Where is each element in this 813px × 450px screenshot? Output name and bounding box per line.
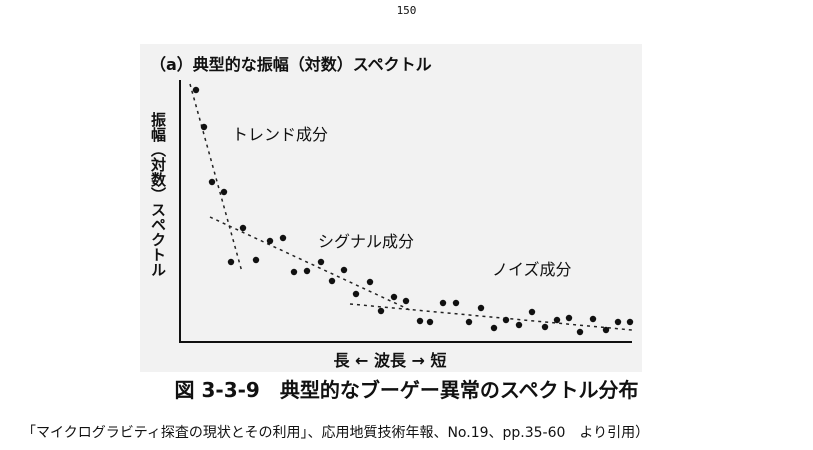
signal-label: シグナル成分 — [318, 232, 414, 251]
point — [279, 234, 287, 242]
noise-label: ノイズ成分 — [492, 260, 572, 279]
figure-background — [140, 44, 642, 372]
point — [317, 258, 325, 266]
point — [502, 316, 510, 324]
point — [252, 256, 260, 264]
point — [565, 314, 573, 322]
trend-line — [189, 83, 243, 273]
noise-line — [349, 303, 633, 331]
point — [366, 278, 374, 286]
point — [515, 321, 523, 329]
point — [266, 237, 274, 245]
point — [227, 258, 235, 266]
caption: 図 3-3-9 典型的なブーゲー異常のスペクトル分布 — [174, 378, 639, 402]
point — [208, 178, 216, 186]
point — [290, 268, 298, 276]
point — [328, 277, 336, 285]
point — [340, 266, 348, 274]
x-axis-label: 長 ← 波長 → 短 — [333, 351, 446, 370]
point — [465, 318, 473, 326]
point — [528, 308, 536, 316]
page-number: 150 — [396, 4, 417, 17]
trend-lines — [189, 83, 633, 331]
point — [402, 297, 410, 305]
point — [626, 318, 634, 326]
point — [452, 299, 460, 307]
point — [239, 224, 247, 232]
point — [553, 316, 561, 324]
point — [490, 324, 498, 332]
point — [377, 307, 385, 315]
point — [303, 267, 311, 275]
point — [439, 299, 447, 307]
figure-title: （a）典型的な振幅（対数）スペクトル — [150, 55, 432, 74]
point — [416, 317, 424, 325]
source: 「マイクログラビティ探査の現状とその利用」、応用地質技術年報、No.19、pp.… — [22, 425, 650, 441]
point — [192, 86, 200, 94]
signal-line — [209, 216, 411, 311]
point — [390, 293, 398, 301]
point — [426, 318, 434, 326]
point — [200, 123, 208, 131]
point — [614, 318, 622, 326]
point — [589, 315, 597, 323]
trend-label: トレンド成分 — [232, 125, 328, 144]
point — [541, 323, 549, 331]
point — [352, 290, 360, 298]
y-axis-label: 振幅（対数）スペクトル — [149, 111, 167, 277]
point — [602, 326, 610, 334]
point — [576, 328, 584, 336]
points — [192, 86, 634, 336]
point — [220, 188, 228, 196]
point — [477, 304, 485, 312]
